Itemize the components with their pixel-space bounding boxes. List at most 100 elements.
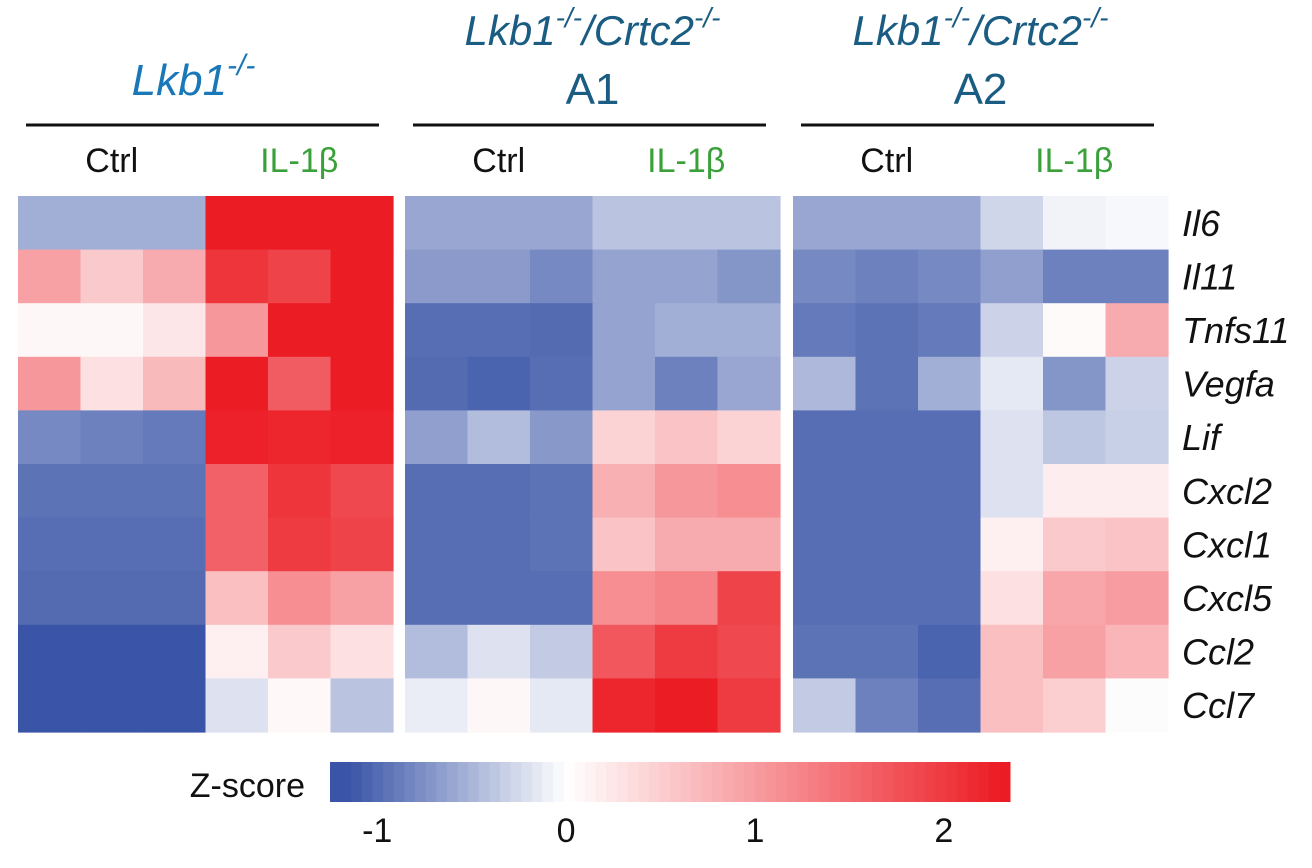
cell-g0-r7-c3	[205, 571, 269, 626]
cell-g2-r3-c0	[793, 356, 857, 411]
colorbar-step-36	[712, 762, 724, 802]
cell-g1-r5-c1	[467, 464, 531, 519]
colorbar-step-11	[446, 762, 458, 802]
gene-label-tnfs11: Tnfs11	[1182, 310, 1289, 351]
colorbar-step-30	[648, 762, 660, 802]
cell-g2-r5-c5	[1105, 464, 1169, 519]
cell-g1-r3-c4	[655, 356, 719, 411]
cell-g2-r8-c3	[980, 624, 1044, 679]
cell-g2-r4-c3	[980, 410, 1044, 465]
cell-g0-r1-c0	[18, 249, 82, 304]
trt-label-0: IL-1β	[260, 142, 338, 180]
colorbar-step-45	[808, 762, 820, 802]
cell-g0-r5-c4	[268, 464, 332, 519]
cell-g1-r5-c4	[655, 464, 719, 519]
gene-label-cxcl1: Cxcl1	[1182, 524, 1272, 565]
cell-g0-r8-c4	[268, 624, 332, 679]
cell-g1-r0-c2	[530, 196, 594, 251]
cell-g2-r6-c3	[980, 517, 1044, 572]
colorbar-step-31	[659, 762, 671, 802]
cell-g0-r5-c5	[330, 464, 394, 519]
group-subtitle-1: A1	[566, 65, 620, 114]
cell-g1-r0-c4	[655, 196, 719, 251]
cell-g2-r6-c1	[855, 517, 919, 572]
colorbar-step-28	[627, 762, 639, 802]
colorbar-step-18	[521, 762, 533, 802]
cell-g2-r9-c5	[1105, 678, 1169, 733]
cell-g1-r7-c1	[467, 571, 531, 626]
cell-g2-r8-c0	[793, 624, 857, 679]
colorbar-step-43	[786, 762, 798, 802]
cell-g2-r7-c5	[1105, 571, 1169, 626]
gene-labels: Il6 Il11 Tnfs11 Vegfa Lif Cxcl2 Cxcl1 Cxcl5 Ccl2…	[1182, 203, 1289, 726]
cell-g2-r9-c2	[918, 678, 982, 733]
cell-g2-r2-c5	[1105, 303, 1169, 358]
cell-g2-r6-c4	[1043, 517, 1107, 572]
cell-g2-r1-c2	[918, 249, 982, 304]
cell-g0-r4-c3	[205, 410, 269, 465]
colorbar-step-15	[489, 762, 501, 802]
cell-g2-r2-c0	[793, 303, 857, 358]
cell-g0-r9-c0	[18, 678, 82, 733]
cell-g0-r4-c5	[330, 410, 394, 465]
cell-g0-r7-c5	[330, 571, 394, 626]
cell-g2-r0-c3	[980, 196, 1044, 251]
colorbar-label: Z-score	[190, 767, 305, 805]
colorbar-step-60	[967, 762, 979, 802]
colorbar-step-50	[861, 762, 873, 802]
colorbar-step-22	[563, 762, 575, 802]
cell-g1-r1-c0	[405, 249, 469, 304]
colorbar-step-0	[330, 762, 342, 802]
cell-g2-r4-c2	[918, 410, 982, 465]
cell-g1-r9-c2	[530, 678, 594, 733]
cell-g1-r1-c3	[592, 249, 656, 304]
colorbar-step-23	[574, 762, 586, 802]
cell-g0-r7-c2	[143, 571, 207, 626]
cell-g2-r3-c2	[918, 356, 982, 411]
group-titles: Lkb1-/- Lkb1-/-/Crtc2-/- A1 Lkb1-/-/Crtc2-/…	[132, 2, 1109, 114]
cell-g2-r2-c1	[855, 303, 919, 358]
cell-g2-r1-c5	[1105, 249, 1169, 304]
gene-label-il11: Il11	[1182, 256, 1237, 297]
cell-g0-r3-c2	[143, 356, 207, 411]
colorbar-tick-1: 0	[557, 812, 576, 850]
ctrl-label-1: Ctrl	[472, 142, 525, 180]
cell-g1-r6-c5	[717, 517, 781, 572]
cell-g2-r8-c2	[918, 624, 982, 679]
cell-g1-r2-c5	[717, 303, 781, 358]
cell-g2-r0-c5	[1105, 196, 1169, 251]
cell-g0-r6-c5	[330, 517, 394, 572]
cell-g1-r1-c4	[655, 249, 719, 304]
colorbar: Z-score -1 0 1 2	[190, 762, 1011, 850]
trt-label-1: IL-1β	[647, 142, 725, 180]
colorbar-step-51	[871, 762, 883, 802]
cell-g1-r3-c3	[592, 356, 656, 411]
cell-g0-r8-c2	[143, 624, 207, 679]
cell-g1-r9-c4	[655, 678, 719, 733]
colorbar-step-10	[436, 762, 448, 802]
cell-g2-r5-c1	[855, 464, 919, 519]
cell-g2-r9-c4	[1043, 678, 1107, 733]
cell-g2-r1-c0	[793, 249, 857, 304]
colorbar-step-53	[893, 762, 905, 802]
colorbar-step-55	[914, 762, 926, 802]
colorbar-step-46	[818, 762, 830, 802]
cell-g2-r4-c1	[855, 410, 919, 465]
cell-g0-r6-c2	[143, 517, 207, 572]
colorbar-step-34	[691, 762, 703, 802]
cell-g0-r5-c3	[205, 464, 269, 519]
cell-g0-r1-c1	[80, 249, 144, 304]
cell-g1-r4-c3	[592, 410, 656, 465]
cell-g1-r3-c0	[405, 356, 469, 411]
cell-g0-r6-c3	[205, 517, 269, 572]
colorbar-step-14	[478, 762, 490, 802]
cell-g0-r7-c0	[18, 571, 82, 626]
ctrl-label-2: Ctrl	[860, 142, 913, 180]
cell-g1-r3-c1	[467, 356, 531, 411]
colorbar-step-59	[956, 762, 968, 802]
cell-g0-r2-c3	[205, 303, 269, 358]
cell-g1-r1-c1	[467, 249, 531, 304]
cell-g2-r8-c4	[1043, 624, 1107, 679]
colorbar-tick-2: 1	[746, 812, 765, 850]
